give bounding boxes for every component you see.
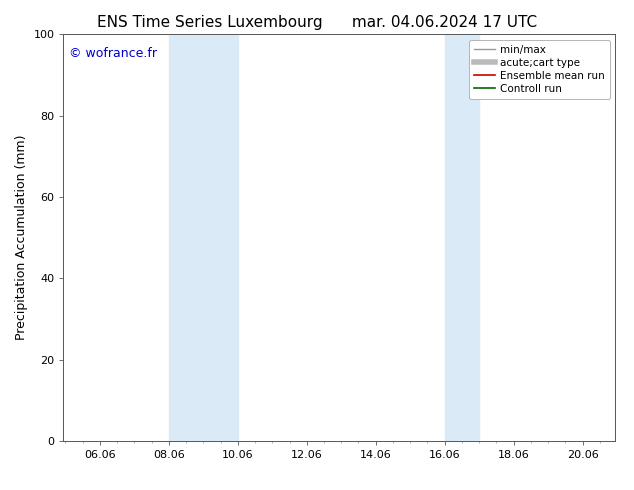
- Bar: [169, 34, 238, 441]
- Text: © wofrance.fr: © wofrance.fr: [69, 47, 157, 59]
- Y-axis label: Precipitation Accumulation (mm): Precipitation Accumulation (mm): [15, 135, 28, 341]
- Legend: min/max, acute;cart type, Ensemble mean run, Controll run: min/max, acute;cart type, Ensemble mean …: [469, 40, 610, 99]
- Text: ENS Time Series Luxembourg      mar. 04.06.2024 17 UTC: ENS Time Series Luxembourg mar. 04.06.20…: [97, 15, 537, 30]
- Bar: [444, 34, 479, 441]
